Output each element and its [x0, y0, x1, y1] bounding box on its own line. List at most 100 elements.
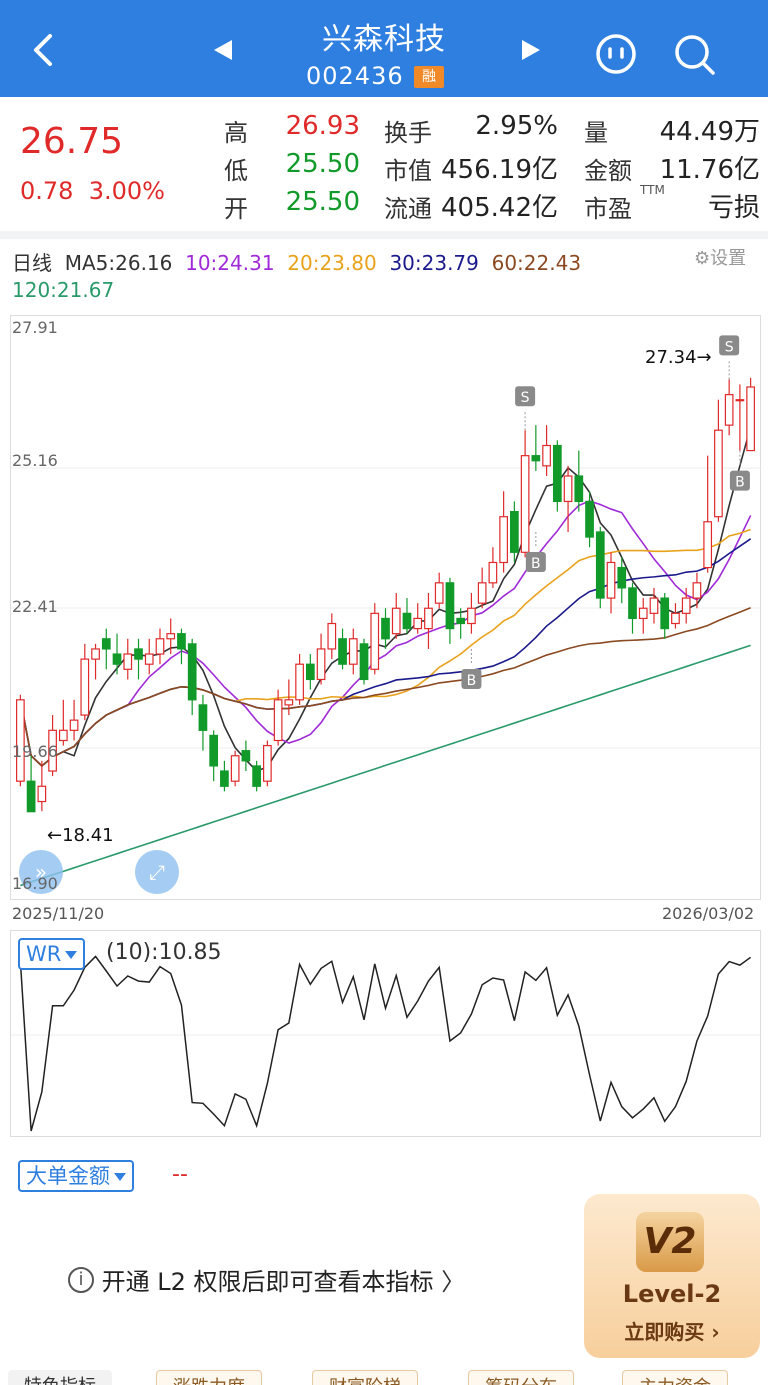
- candle-body: [316, 648, 326, 681]
- tab-featured[interactable]: 特色指标: [8, 1370, 112, 1385]
- candle-body: [155, 638, 165, 655]
- volume-value: 44.49万: [659, 117, 760, 147]
- big-order-selector[interactable]: 大单金额: [18, 1160, 134, 1192]
- wr-line: [19, 955, 752, 1132]
- ma5-label: MA5:26.16: [64, 251, 173, 275]
- buy-now-button[interactable]: 立即购买 ›: [624, 1320, 720, 1344]
- info-icon: i: [68, 1266, 94, 1293]
- big-order-value: --: [172, 1162, 188, 1187]
- candle-body: [574, 475, 584, 503]
- candle-body: [692, 582, 702, 599]
- candle-body: [263, 744, 272, 782]
- search-icon[interactable]: [672, 32, 716, 76]
- candle-body: [101, 638, 111, 650]
- l2-tip[interactable]: i 开通 L2 权限后即可查看本指标 〉: [68, 1262, 465, 1297]
- candle-body: [456, 617, 466, 625]
- signal-badge: [515, 386, 536, 407]
- candle-body: [338, 638, 347, 665]
- ma60-label: 60:22.43: [491, 251, 582, 275]
- candle-body: [177, 633, 186, 650]
- candle-body: [230, 755, 240, 782]
- open-value: 25.50: [285, 187, 360, 217]
- turnover-value: 2.95%: [475, 111, 558, 141]
- candle-body: [295, 663, 304, 701]
- max-price-marker: 27.34→: [645, 347, 712, 368]
- end-date: 2026/03/02: [662, 904, 755, 923]
- candle-body: [198, 704, 208, 731]
- tab-4[interactable]: 主力资金: [622, 1370, 728, 1385]
- candle-body: [467, 607, 476, 625]
- chevron-right-icon: 〉: [441, 1268, 466, 1296]
- wr-svg: [11, 955, 762, 1132]
- amount-label: 金额: [584, 157, 632, 185]
- tab-1[interactable]: 涨跌力度: [156, 1370, 262, 1385]
- ma-legend[interactable]: 日线 MA5:26.16 10:24.31 20:23.80 30:23.79 …: [12, 247, 581, 276]
- candle-body: [746, 386, 755, 452]
- double-chevron-icon: »: [35, 860, 47, 884]
- candle-body: [649, 597, 659, 614]
- open-label: 开: [224, 195, 248, 223]
- ma10-line: [19, 500, 752, 767]
- candle-body: [112, 653, 122, 665]
- expand-left-button: [19, 850, 63, 894]
- back-arrow-icon[interactable]: [24, 30, 64, 70]
- candle-body: [703, 521, 713, 569]
- candle-body: [595, 531, 605, 599]
- kline-svg: 27.34→ ←18.41 S B B S B » ⤢: [11, 335, 762, 894]
- candle-body: [37, 785, 47, 803]
- dropdown-icon: [65, 951, 78, 959]
- candle-body: [671, 612, 680, 625]
- bottom-tabs: 特色指标 涨跌力度 财富阶梯 筹码分布 主力资金: [0, 1368, 768, 1385]
- divider: [0, 231, 768, 239]
- candle-body: [187, 643, 197, 701]
- signal-badge: [719, 335, 740, 356]
- float-label: 流通: [384, 195, 432, 223]
- signal-badge: [461, 668, 482, 689]
- next-stock-icon[interactable]: [522, 40, 540, 60]
- pe-ttm-sup: TTM: [640, 183, 665, 197]
- sell-signal: S: [521, 390, 530, 406]
- stock-name: 兴森科技: [322, 22, 446, 57]
- ma120-line: [20, 644, 751, 887]
- y-label-3: 22.41: [12, 597, 58, 616]
- high-value: 26.93: [285, 111, 360, 141]
- y-label-4: 19.66: [12, 742, 58, 761]
- high-label: 高: [224, 119, 248, 147]
- candle-body: [220, 770, 229, 787]
- tab-3[interactable]: 筹码分布: [468, 1370, 574, 1385]
- ma5-line: [19, 426, 752, 772]
- low-label: 低: [224, 157, 248, 185]
- candle-body: [305, 663, 315, 681]
- prev-stock-icon[interactable]: [214, 40, 232, 60]
- candle-body: [552, 444, 562, 503]
- quote-panel: 26.75 0.78 3.00% 高 26.93 低 25.50 开 25.50…: [0, 97, 768, 231]
- candle-body: [91, 648, 100, 660]
- start-date: 2025/11/20: [12, 904, 105, 923]
- expand-icon: ⤢: [149, 860, 165, 884]
- candle-body: [434, 582, 444, 604]
- top-bar: 兴森科技 002436 融: [0, 0, 768, 97]
- candle-body: [714, 429, 723, 518]
- low-value: 25.50: [285, 149, 360, 179]
- wr-selector[interactable]: WR: [18, 938, 86, 970]
- candle-body: [617, 566, 627, 589]
- buy-signal: B: [735, 475, 745, 491]
- tab-2[interactable]: 财富阶梯: [312, 1370, 418, 1385]
- kline-chart[interactable]: 27.34→ ←18.41 S B B S B » ⤢: [10, 315, 762, 900]
- settings-button[interactable]: ⚙设置: [694, 248, 747, 269]
- candle-body: [359, 643, 369, 681]
- l2-card-title: Level-2: [622, 1280, 722, 1308]
- y-label-2: 25.16: [12, 451, 58, 470]
- sell-signal: S: [725, 339, 734, 355]
- price-change: 0.78 3.00%: [20, 177, 165, 205]
- candle-body: [445, 582, 455, 630]
- turnover-label: 换手: [384, 119, 432, 147]
- chat-icon[interactable]: [594, 32, 638, 76]
- candle-body: [628, 587, 637, 620]
- candle-body: [166, 633, 176, 640]
- candle-body: [381, 617, 390, 640]
- current-price: 26.75: [20, 121, 124, 162]
- float-value: 405.42亿: [441, 193, 558, 223]
- ma120-label: 120:21.67: [12, 278, 115, 302]
- ma30-line: [19, 538, 752, 767]
